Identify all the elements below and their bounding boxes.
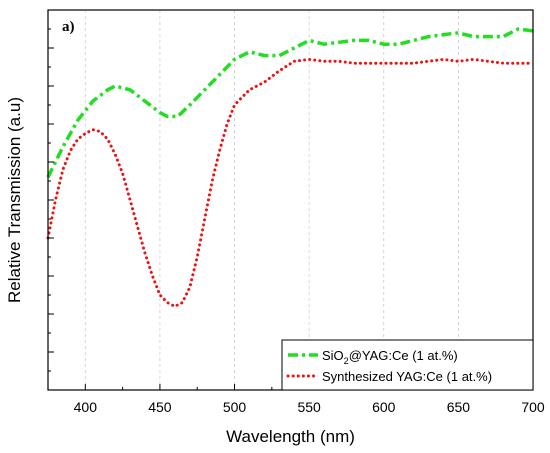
x-tick-label-400: 400	[74, 399, 98, 415]
legend-label-sio2-sub: 2	[344, 356, 349, 366]
plot-frame	[47, 9, 534, 391]
x-axis-title: Wavelength (nm)	[226, 427, 355, 446]
x-tick-label-700: 700	[521, 399, 545, 415]
legend-label-synthesized-yag: Synthesized YAG:Ce (1 at.%)	[322, 369, 492, 384]
x-tick-label-550: 550	[297, 399, 321, 415]
x-tick-label-600: 600	[372, 399, 396, 415]
grid-layer	[84, 10, 459, 390]
legend: SiO2@YAG:Ce (1 at.%) Synthesized YAG:Ce …	[281, 339, 534, 391]
y-axis-title: Relative Transmission (a.u)	[5, 97, 24, 303]
x-tick-label-500: 500	[223, 399, 247, 415]
panel-label: a)	[62, 19, 75, 35]
x-tick-label-650: 650	[447, 399, 471, 415]
legend-label-sio2-yag: SiO2@YAG:Ce (1 at.%)	[322, 348, 458, 366]
legend-label-sio2-main: SiO	[322, 348, 344, 363]
series-line-1	[46, 57, 535, 308]
series-line-0	[46, 27, 534, 178]
legend-box	[281, 339, 534, 391]
x-tick-label-450: 450	[148, 399, 172, 415]
series-layer	[46, 27, 535, 308]
legend-label-sio2-rest: @YAG:Ce (1 at.%)	[349, 348, 458, 363]
